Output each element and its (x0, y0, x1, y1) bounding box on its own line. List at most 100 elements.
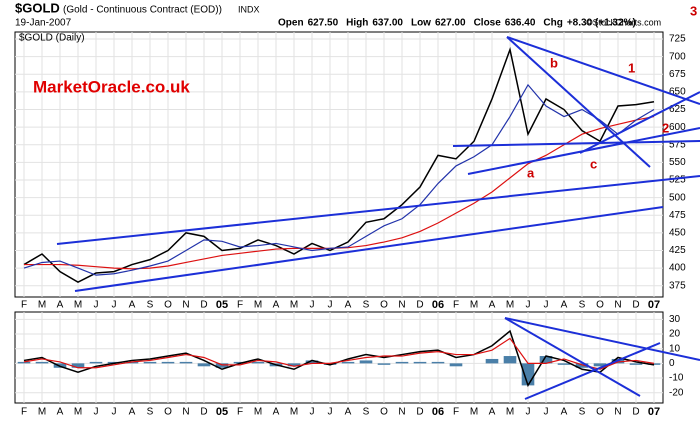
plots: 375 400 425 450 475 500 525 550 575 600 625 650 675 7… (15, 32, 686, 418)
trend-line (506, 36, 651, 168)
series-line (23, 46, 655, 284)
x-tick-label: J (94, 300, 99, 311)
x-tick-label: J (544, 407, 549, 418)
x-tick-label: J (310, 300, 315, 311)
y-tick-label: 700 (669, 51, 686, 62)
annotation: 2 (662, 120, 669, 135)
x-tick-label: A (345, 300, 352, 311)
x-tick-label: A (489, 407, 496, 418)
x-tick-label: M (470, 300, 478, 311)
x-tick-label: J (526, 407, 531, 418)
quote-label: Low (411, 18, 431, 29)
x-tick-label: N (398, 407, 405, 418)
quote-label: High (346, 18, 368, 29)
x-tick-label: A (273, 407, 280, 418)
y-tick-label: 725 (669, 34, 686, 45)
x-tick-label: N (398, 300, 405, 311)
x-tick-label: S (579, 300, 586, 311)
x-tick-label: N (182, 300, 189, 311)
x-tick-label: D (200, 300, 207, 311)
x-tick-label: A (561, 300, 568, 311)
macd-frame (14, 311, 664, 404)
x-tick-label: F (21, 407, 27, 418)
x-tick-label: F (453, 300, 459, 311)
x-tick-label: S (147, 407, 154, 418)
x-tick-label: S (579, 407, 586, 418)
x-tick-label: J (526, 300, 531, 311)
x-tick-label: D (632, 300, 639, 311)
x-tick-label: M (38, 300, 46, 311)
histogram-bar (287, 363, 301, 367)
histogram-bar (449, 363, 463, 367)
histogram-bar (341, 361, 355, 364)
histogram-bar (197, 363, 211, 367)
quote-value: 637.00 (372, 18, 403, 29)
y-tick-label: 0 (669, 358, 675, 369)
x-tick-label: M (38, 407, 46, 418)
y-tick-label: 375 (669, 280, 686, 291)
histogram-bar (593, 363, 607, 367)
histogram-bar (161, 361, 175, 364)
y-tick-label: 675 (669, 69, 686, 80)
y-tick-label: -10 (669, 373, 684, 384)
x-tick-label: J (94, 407, 99, 418)
x-tick-label: A (489, 300, 496, 311)
y-tick-label: 425 (669, 245, 686, 256)
x-tick-label: O (164, 300, 172, 311)
x-tick-label: S (363, 300, 370, 311)
y-tick-label: 30 (669, 314, 681, 325)
histogram-bar (413, 361, 427, 364)
annotation: 1 (628, 60, 635, 75)
quote-value: 627.00 (435, 18, 466, 29)
x-tick-label: M (470, 407, 478, 418)
x-tick-label: M (506, 407, 514, 418)
histogram-bar (179, 361, 193, 364)
trend-line (504, 317, 641, 397)
x-tick-label: D (416, 300, 423, 311)
x-tick-label: 06 (432, 406, 444, 418)
annotation: c (590, 156, 597, 171)
credit: ©StockCharts.com (586, 17, 661, 27)
y-tick-label: 600 (669, 122, 686, 133)
x-tick-label: O (596, 407, 604, 418)
x-tick-label: M (74, 407, 82, 418)
x-tick-label: J (328, 407, 333, 418)
x-tick-label: O (380, 300, 388, 311)
histogram-bar (89, 361, 103, 364)
quote-label: Open (278, 18, 304, 29)
y-tick-label: 650 (669, 87, 686, 98)
histogram-bar (215, 363, 229, 368)
x-tick-label: N (614, 300, 621, 311)
y-tick-label: -20 (669, 387, 684, 398)
histogram-bar (71, 363, 85, 368)
trend-line (506, 36, 700, 105)
x-tick-label: A (129, 407, 136, 418)
panel-title: $GOLD (Daily) (19, 33, 85, 44)
histogram-bar (143, 361, 157, 364)
histogram-bar (305, 360, 319, 364)
histogram-bar (575, 363, 589, 368)
histogram-bar (557, 363, 571, 365)
x-tick-label: A (57, 300, 64, 311)
x-tick-label: F (453, 407, 459, 418)
histogram-bar (251, 361, 265, 364)
x-tick-label: 07 (648, 406, 660, 418)
x-tick-label: D (632, 407, 639, 418)
x-tick-label: A (345, 407, 352, 418)
x-tick-label: D (200, 407, 207, 418)
x-tick-label: N (614, 407, 621, 418)
y-tick-label: 625 (669, 104, 686, 115)
x-tick-label: J (112, 300, 117, 311)
y-tick-label: 450 (669, 228, 686, 239)
x-tick-label: F (237, 407, 243, 418)
x-tick-label: N (182, 407, 189, 418)
histogram-bar (431, 361, 445, 364)
x-tick-label: A (57, 407, 64, 418)
trend-line (74, 206, 664, 292)
x-tick-label: S (147, 300, 154, 311)
histogram-bar (395, 361, 409, 364)
date: 19-Jan-2007 (15, 18, 72, 29)
trend-line (452, 140, 700, 147)
trend-line (504, 317, 700, 361)
